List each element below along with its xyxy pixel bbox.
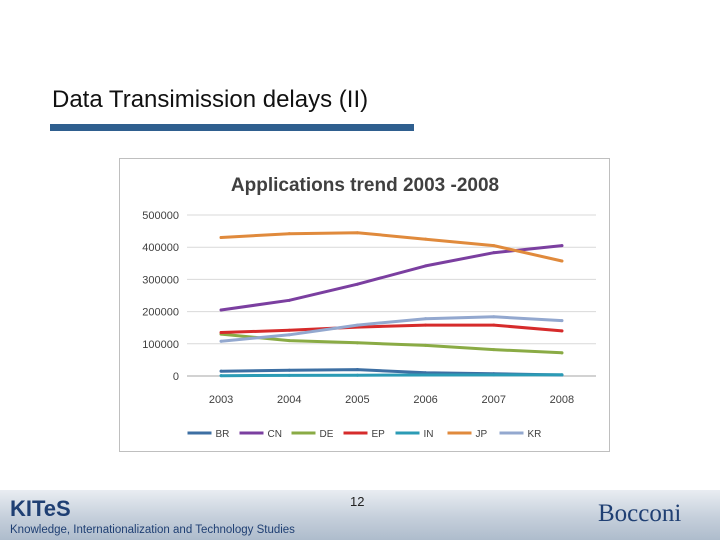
data-point-jp — [287, 232, 291, 236]
data-point-de — [424, 343, 428, 347]
data-point-de — [287, 339, 291, 343]
y-tick-label: 200000 — [142, 307, 179, 319]
data-point-in — [492, 373, 496, 377]
footer-bar — [0, 490, 720, 540]
series-line-cn — [219, 244, 564, 312]
legend-label-kr: KR — [528, 429, 542, 440]
bocconi-logo: Bocconi — [598, 500, 682, 527]
data-point-cn — [424, 264, 428, 268]
data-point-de — [560, 351, 564, 355]
page-number: 12 — [350, 494, 365, 509]
data-point-kr — [560, 319, 564, 323]
y-tick-label: 0 — [173, 371, 179, 383]
slide-title: Data Transimission delays (II) — [52, 86, 369, 113]
y-tick-label: 400000 — [142, 242, 179, 254]
legend-label-jp: JP — [476, 429, 488, 440]
x-tick-label: 2008 — [550, 394, 574, 406]
series-line-ep — [219, 323, 564, 334]
x-tick-label: 2003 — [209, 394, 233, 406]
data-point-cn — [287, 298, 291, 302]
x-tick-label: 2007 — [482, 394, 506, 406]
data-point-jp — [560, 259, 564, 263]
y-tick-label: 300000 — [142, 274, 179, 286]
data-point-ep — [492, 323, 496, 327]
line-chart: 0 100000 200000 300000 400000 500000 2003 2004 2… — [142, 175, 596, 440]
data-point-kr — [355, 323, 359, 327]
x-tick-label: 2006 — [413, 394, 437, 406]
data-point-ep — [424, 323, 428, 327]
series-line-in — [219, 373, 564, 378]
data-point-in — [219, 374, 223, 378]
data-point-br — [287, 368, 291, 372]
y-tick-label: 500000 — [142, 210, 179, 222]
data-point-kr — [492, 315, 496, 319]
data-point-br — [219, 369, 223, 373]
series-line-de — [219, 332, 564, 355]
data-point-jp — [424, 237, 428, 241]
data-point-in — [424, 373, 428, 377]
legend-label-in: IN — [424, 429, 434, 440]
data-point-kr — [219, 339, 223, 343]
data-point-ep — [560, 329, 564, 333]
chart-title: Applications trend 2003 -2008 — [231, 175, 499, 196]
data-point-cn — [492, 251, 496, 255]
x-tick-label: 2005 — [345, 394, 369, 406]
data-point-de — [492, 348, 496, 352]
series-line-kr — [219, 315, 564, 343]
data-point-kr — [424, 317, 428, 321]
data-point-in — [355, 373, 359, 377]
data-point-br — [355, 368, 359, 372]
data-point-cn — [219, 308, 223, 312]
data-point-jp — [355, 231, 359, 235]
data-point-in — [287, 373, 291, 377]
legend-label-ep: EP — [372, 429, 386, 440]
data-point-ep — [219, 331, 223, 335]
title-underline — [50, 124, 414, 131]
data-point-de — [355, 341, 359, 345]
data-point-ep — [287, 328, 291, 332]
data-point-jp — [492, 244, 496, 248]
data-point-in — [560, 373, 564, 377]
kites-logo: KITeS — [10, 496, 71, 521]
legend-label-cn: CN — [268, 429, 282, 440]
legend-label-de: DE — [320, 429, 334, 440]
legend-label-br: BR — [216, 429, 230, 440]
data-point-cn — [355, 282, 359, 286]
chart-frame: 0 100000 200000 300000 400000 500000 2003 2004 2… — [119, 158, 610, 452]
kites-subtitle: Knowledge, Internationalization and Tech… — [10, 524, 295, 536]
series-line-jp — [219, 231, 564, 263]
data-point-jp — [219, 236, 223, 240]
data-point-cn — [560, 244, 564, 248]
x-tick-label: 2004 — [277, 394, 301, 406]
data-point-kr — [287, 333, 291, 337]
y-tick-label: 100000 — [142, 339, 179, 351]
